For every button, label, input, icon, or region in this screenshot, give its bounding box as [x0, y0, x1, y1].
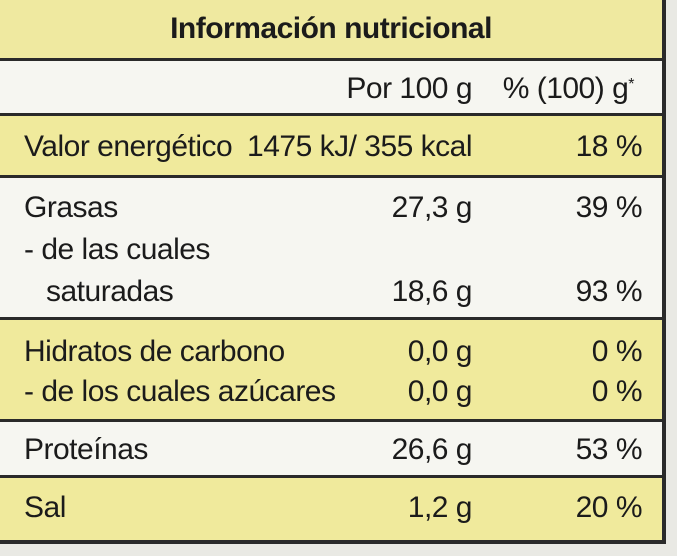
row-value: 1475 kJ/ 355 kcal [247, 130, 472, 163]
header-per100: Por 100 g [346, 72, 472, 105]
row-salt: Sal 1,2 g 20 % [0, 478, 662, 540]
nutrition-label: Información nutricional Por 100 g % (100… [0, 0, 666, 544]
row-value: 0,0 g [407, 375, 473, 408]
row-fats: Grasas 27,3 g 39 % - de las cuales satur… [0, 178, 662, 320]
row-energy: Valor energético 1475 kJ/ 355 kcal 18 % [0, 116, 662, 178]
row-name: - de las cuales [24, 233, 210, 266]
row-percent: 18 % [575, 130, 643, 163]
nutrition-title: Información nutricional [0, 0, 662, 61]
row-name: Valor energético [24, 130, 233, 163]
row-percent: 0 % [591, 335, 643, 368]
row-name: saturadas [46, 275, 174, 308]
row-percent: 53 % [575, 433, 643, 466]
row-value: 27,3 g [391, 191, 473, 224]
row-protein: Proteínas 26,6 g 53 % [0, 422, 662, 478]
row-percent: 20 % [575, 491, 643, 524]
row-name: - de los cuales azúcares [24, 375, 336, 408]
header-row: Por 100 g % (100) g* [0, 61, 662, 116]
row-value: 0,0 g [407, 335, 473, 368]
row-name: Hidratos de carbono [24, 335, 285, 368]
row-value: 26,6 g [391, 433, 473, 466]
header-percent: % (100) g* [502, 69, 635, 109]
header-asterisk: * [628, 76, 634, 93]
row-percent: 39 % [575, 191, 643, 224]
row-percent: 0 % [591, 375, 643, 408]
row-name: Sal [24, 491, 66, 524]
row-percent: 93 % [575, 275, 643, 308]
row-name: Proteínas [24, 433, 148, 466]
row-value: 18,6 g [391, 275, 473, 308]
row-carbs: Hidratos de carbono 0,0 g 0 % - de los c… [0, 320, 662, 422]
row-value: 1,2 g [407, 491, 473, 524]
row-name: Grasas [24, 191, 118, 224]
header-percent-text: % (100) g [502, 72, 629, 105]
